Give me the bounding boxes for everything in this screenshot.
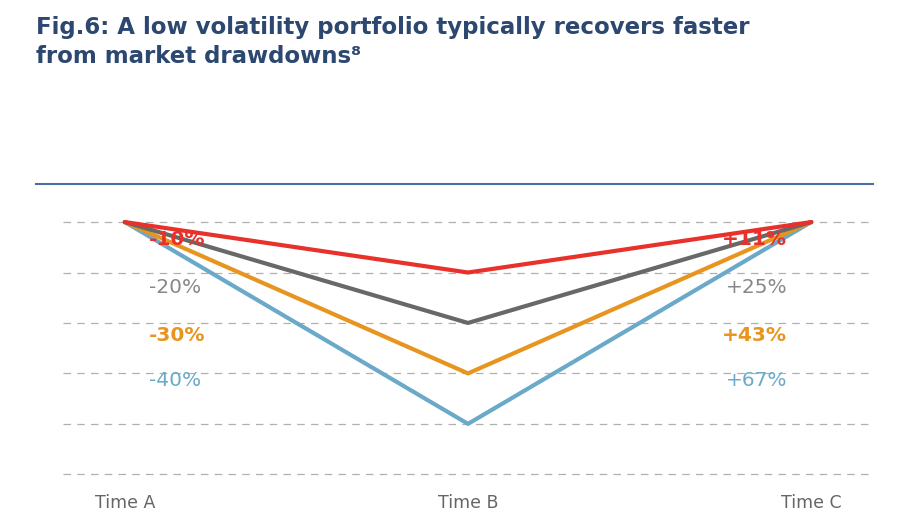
Text: Fig.6: A low volatility portfolio typically recovers faster
from market drawdown: Fig.6: A low volatility portfolio typica…	[36, 16, 750, 68]
Text: +67%: +67%	[725, 371, 788, 390]
Text: -20%: -20%	[148, 278, 201, 297]
Text: -10%: -10%	[148, 230, 205, 249]
Text: -30%: -30%	[148, 326, 205, 345]
Text: +25%: +25%	[725, 278, 788, 297]
Text: +43%: +43%	[722, 326, 788, 345]
Text: +11%: +11%	[722, 230, 788, 249]
Text: -40%: -40%	[148, 371, 201, 390]
